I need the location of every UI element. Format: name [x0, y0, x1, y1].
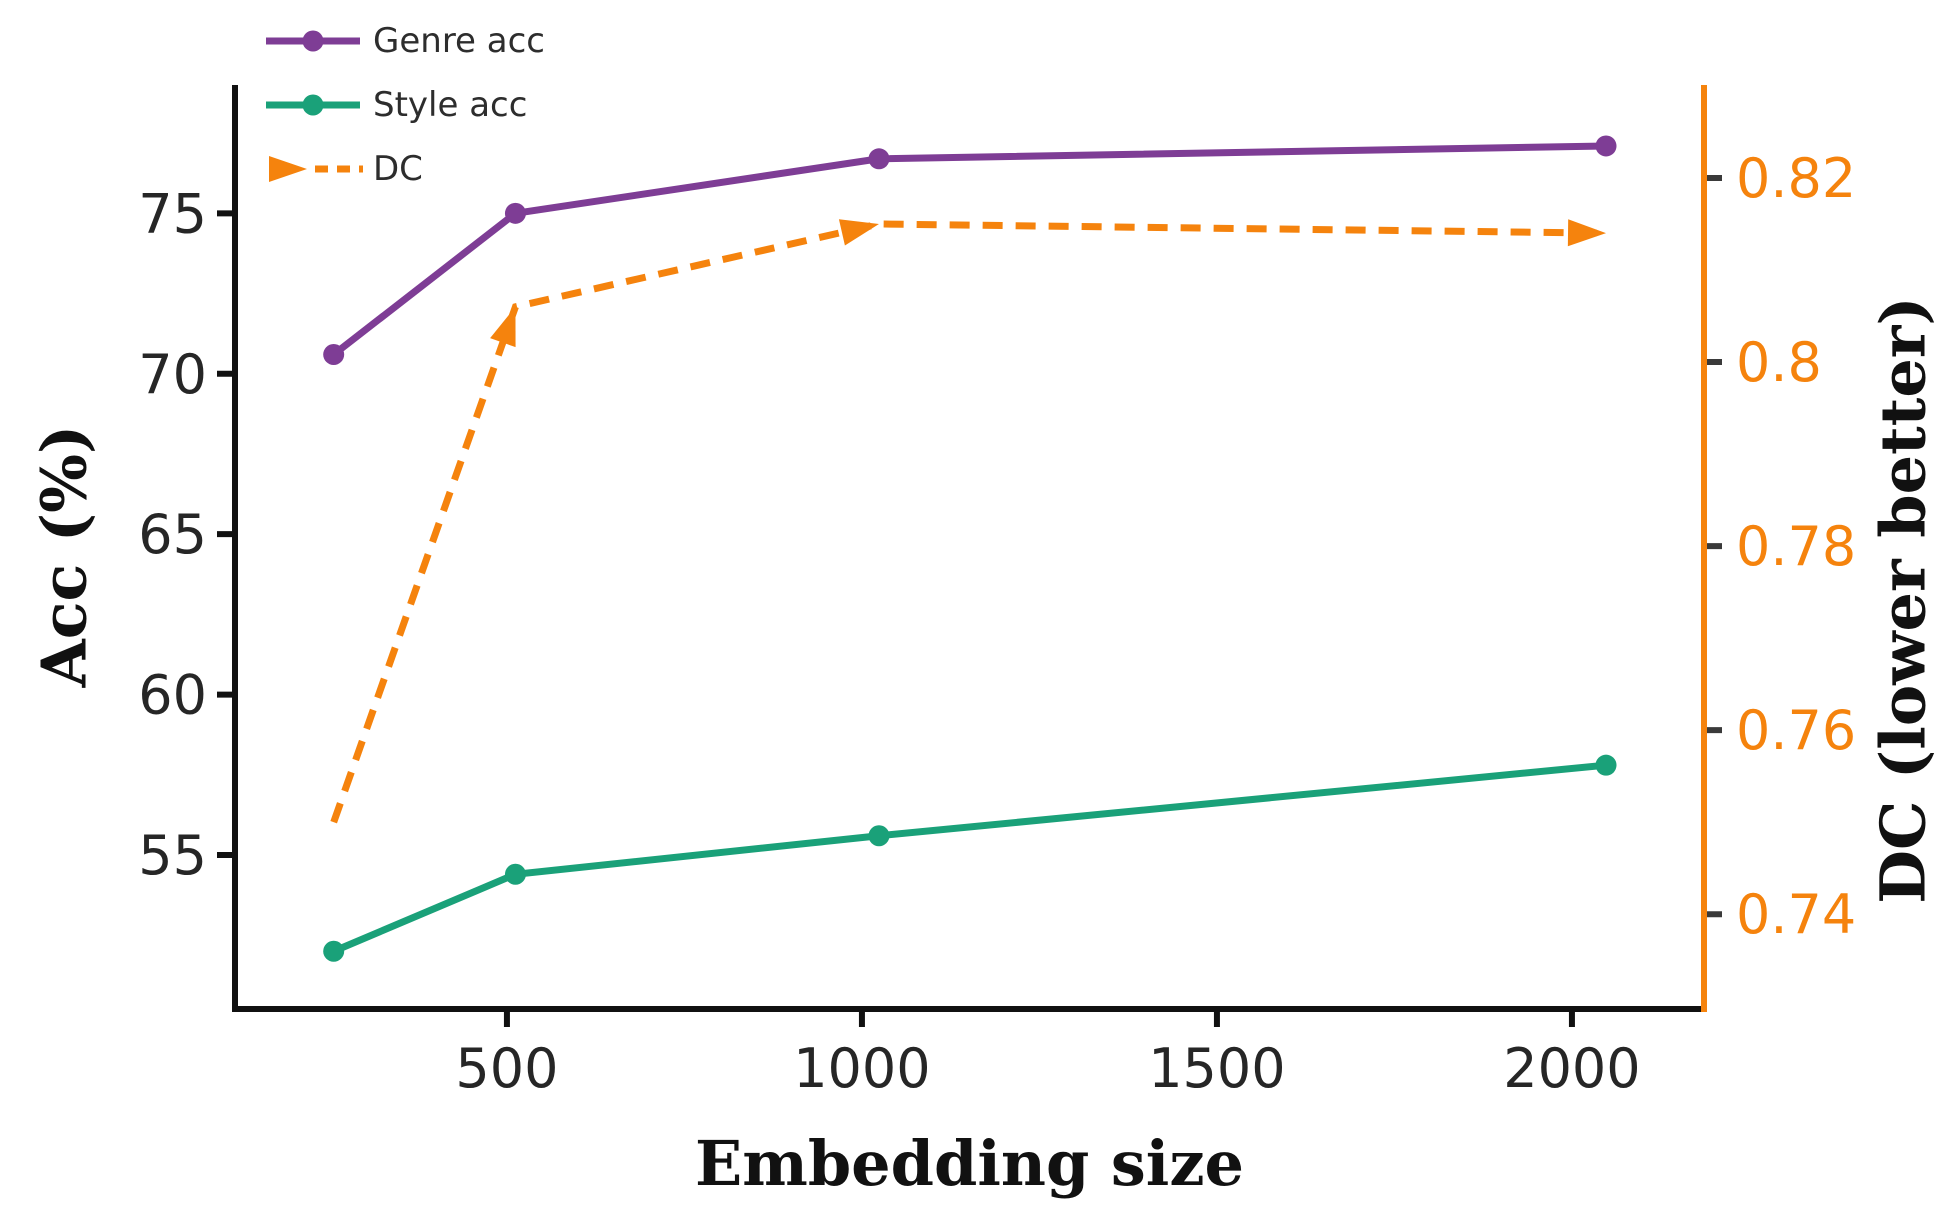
series-genre-acc [323, 135, 1617, 365]
svg-text:2000: 2000 [1503, 1037, 1640, 1100]
x-axis-label: Embedding size [694, 1127, 1245, 1200]
y-axis-label-left: Acc (%) [27, 424, 101, 688]
svg-text:0.76: 0.76 [1736, 699, 1856, 762]
y-axis-label-right: DC (lower better) [1866, 296, 1940, 904]
y-left-ticks: 55 60 65 70 75 [138, 182, 235, 887]
svg-text:65: 65 [138, 503, 207, 566]
legend-arrow-swatch [269, 156, 363, 182]
legend-item-dc: DC [263, 149, 423, 189]
legend-label: DC [373, 149, 423, 189]
svg-text:500: 500 [455, 1037, 558, 1100]
series-dc [330, 219, 1607, 824]
legend-item-genre-acc: Genre acc [263, 21, 545, 61]
svg-text:0.78: 0.78 [1736, 515, 1856, 578]
y-right-ticks: 0.74 0.76 0.78 0.8 0.82 [1704, 147, 1856, 946]
legend-label: Genre acc [373, 21, 545, 61]
svg-text:1000: 1000 [793, 1037, 930, 1100]
svg-text:60: 60 [138, 664, 207, 727]
series-style-acc [323, 754, 1617, 962]
svg-text:0.82: 0.82 [1736, 147, 1856, 210]
x-axis-ticks: 500 1000 1500 2000 [455, 1009, 1641, 1100]
legend-item-style-acc: Style acc [263, 85, 527, 125]
svg-text:75: 75 [138, 182, 207, 245]
legend-line-marker-swatch [266, 30, 360, 52]
svg-text:0.8: 0.8 [1736, 331, 1822, 394]
legend-line-marker-swatch [266, 94, 360, 116]
svg-text:0.74: 0.74 [1736, 883, 1856, 946]
axes-spines [232, 85, 1707, 1012]
legend-label: Style acc [373, 85, 528, 125]
svg-text:55: 55 [138, 824, 207, 887]
svg-text:1500: 1500 [1148, 1037, 1285, 1100]
svg-text:70: 70 [138, 343, 207, 406]
